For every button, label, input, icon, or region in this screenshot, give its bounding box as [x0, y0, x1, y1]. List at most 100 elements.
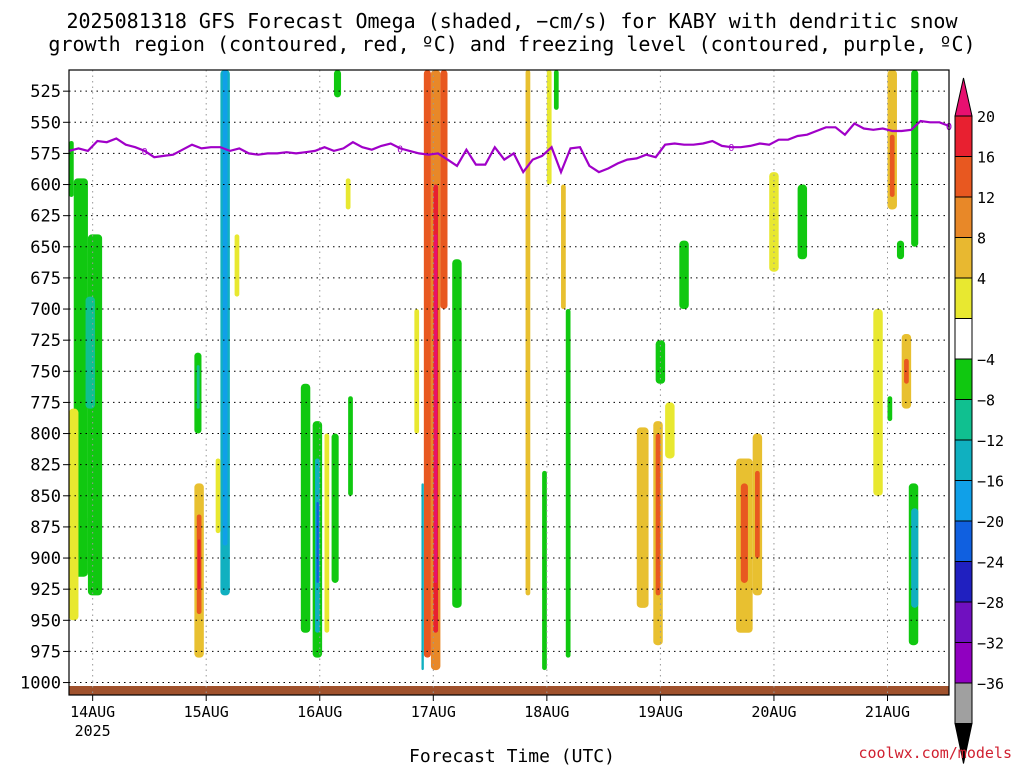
colorbar-segment [954, 277, 973, 319]
ground-band [69, 686, 949, 695]
colorbar-segment [954, 399, 973, 441]
omega-region [769, 172, 779, 272]
x-tick-label: 17AUG [411, 703, 456, 721]
omega-region [797, 184, 808, 260]
omega-region [755, 470, 760, 559]
freezing-level-line [68, 119, 950, 176]
omega-region [636, 427, 649, 608]
x-tick-label: 14AUG [70, 703, 115, 721]
omega-shading [69, 70, 919, 671]
omega-region [85, 296, 96, 409]
omega-region [740, 483, 748, 583]
freezing-level-contour: 0 0 000 [68, 119, 952, 176]
plot-frame [68, 69, 950, 696]
omega-region [333, 70, 342, 98]
y-tick-label: 725 [30, 331, 61, 351]
omega-region [911, 508, 919, 608]
omega-region [655, 433, 661, 596]
colorbar-segment [954, 682, 973, 724]
omega-region [440, 70, 448, 310]
omega-region [896, 240, 905, 260]
y-axis: 525 550 575 600 625 650 675 700 725 750 775 800 825 8… [20, 82, 69, 694]
chart-title: 2025081318 GFS Forecast Omega (shaded, −… [0, 10, 1024, 56]
title-line-1: 2025081318 GFS Forecast Omega (shaded, −… [66, 9, 958, 33]
freezing-level-label: 0 [397, 144, 403, 155]
y-tick-label: 925 [30, 580, 61, 600]
colorbar-label: −28 [977, 594, 1004, 612]
colorbar-segment [954, 318, 973, 360]
colorbar-label: −4 [977, 351, 995, 369]
omega-region [300, 383, 311, 633]
colorbar-segment [954, 196, 973, 238]
omega-region [911, 70, 919, 247]
y-tick-label: 775 [30, 393, 61, 413]
omega-region [434, 234, 438, 583]
ground-fill [69, 686, 949, 695]
omega-region [331, 433, 339, 583]
colorbar-label: −24 [977, 554, 1004, 572]
colorbar-segment [954, 115, 973, 157]
omega-region [887, 396, 893, 422]
omega-region [197, 539, 201, 590]
y-tick-label: 550 [30, 113, 61, 133]
colorbar-segment [954, 156, 973, 198]
title-line-2: growth region (contoured, red, ºC) and f… [48, 32, 976, 56]
y-tick-label: 800 [30, 425, 61, 445]
x-tick-label: 21AUG [865, 703, 910, 721]
colorbar-label: −16 [977, 473, 1004, 491]
colorbar-segment [954, 601, 973, 643]
omega-region [679, 240, 689, 310]
colorbar-segment [954, 520, 973, 562]
x-tick-label: 19AUG [638, 703, 683, 721]
colorbar-label: −36 [977, 675, 1004, 693]
colorbar-label: 16 [977, 149, 995, 167]
grid-lines [69, 70, 949, 695]
omega-region [565, 309, 571, 658]
y-tick-label: 700 [30, 300, 61, 320]
omega-region [452, 259, 462, 608]
x-axis-title: Forecast Time (UTC) [409, 746, 615, 767]
y-tick-label: 950 [30, 611, 61, 631]
omega-region [69, 140, 74, 197]
colorbar-segment [954, 480, 973, 522]
y-tick-label: 675 [30, 269, 61, 289]
omega-region [234, 234, 240, 297]
omega-region [345, 178, 351, 210]
credit-label[interactable]: coolwx.com/models [858, 744, 1012, 762]
y-tick-label: 1000 [20, 674, 61, 694]
y-tick-label: 525 [30, 82, 61, 102]
omega-region [69, 408, 79, 621]
y-tick-label: 600 [30, 176, 61, 196]
y-tick-label: 625 [30, 207, 61, 227]
colorbar-segment [954, 237, 973, 279]
colorbar-label: 8 [977, 230, 986, 248]
x-tick-label: 20AUG [751, 703, 796, 721]
y-tick-label: 875 [30, 518, 61, 538]
colorbar-segment [954, 439, 973, 481]
x-tick-sublabel: 2025 [75, 722, 111, 740]
omega-region [525, 70, 531, 596]
y-tick-label: 975 [30, 642, 61, 662]
colorbar-label: −12 [977, 432, 1004, 450]
y-tick-label: 575 [30, 144, 61, 164]
freezing-level-label: 0 [142, 147, 148, 158]
x-tick-label: 16AUG [297, 703, 342, 721]
colorbar: 20 16 12 8 4 −4 −8 −12 −16 −20 −24 −28 −32 −36 [954, 77, 1004, 764]
colorbar-segment [954, 561, 973, 603]
omega-region [889, 134, 895, 197]
y-tick-label: 900 [30, 549, 61, 569]
omega-region [665, 402, 675, 459]
colorbar-segment [954, 358, 973, 400]
colorbar-label: 20 [977, 108, 995, 126]
colorbar-top-arrow [954, 77, 973, 117]
colorbar-bottom-arrow [954, 723, 973, 764]
colorbar-label: 12 [977, 189, 995, 207]
omega-region [553, 70, 559, 110]
colorbar-label: 4 [977, 270, 986, 288]
colorbar-segment [954, 642, 973, 684]
freezing-level-label: 0 [728, 143, 734, 154]
omega-region [546, 70, 552, 185]
omega-region [324, 433, 330, 633]
